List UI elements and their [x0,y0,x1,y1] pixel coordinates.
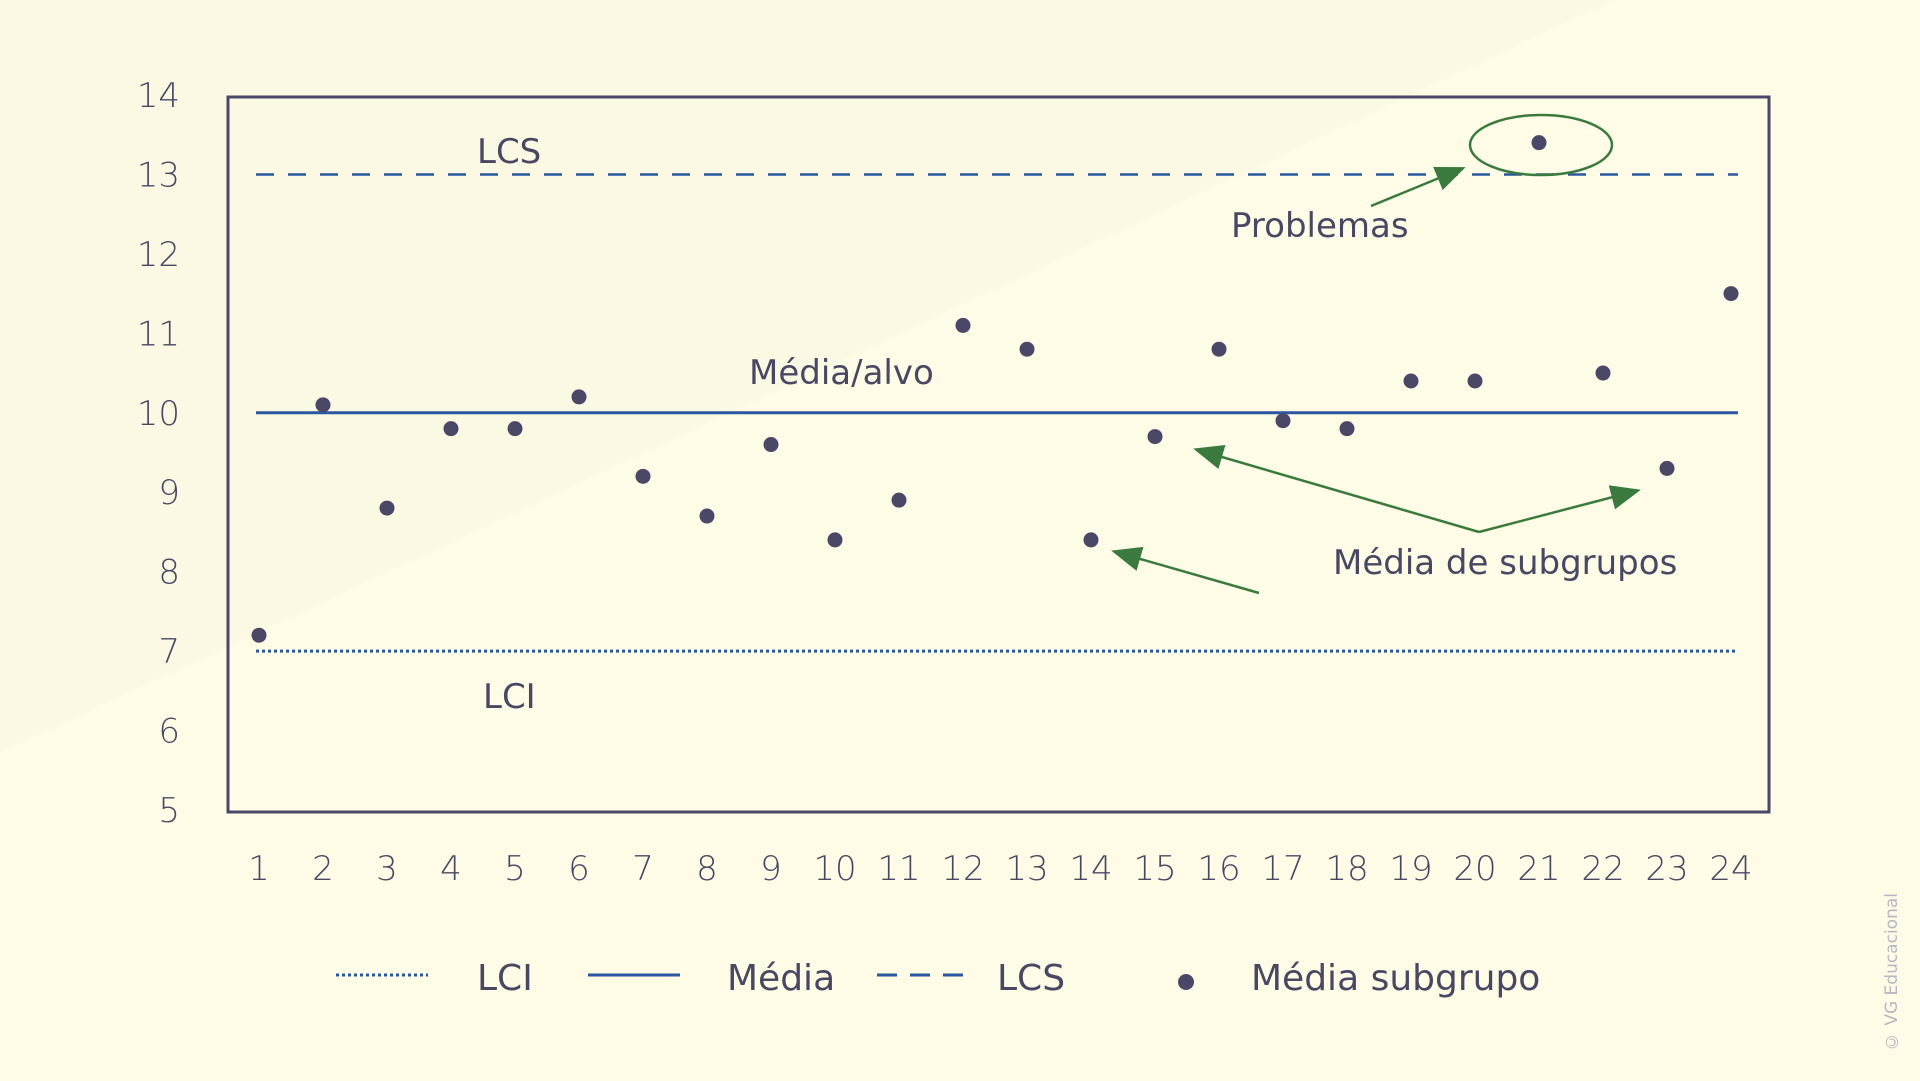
x-tick-label: 3 [376,849,398,889]
x-tick-label: 17 [1261,849,1304,889]
subgroups-arrow-right [1478,485,1641,534]
data-point [1595,365,1611,381]
y-tick-label: 14 [137,76,180,116]
data-point [699,508,715,524]
data-point [507,421,523,437]
data-point [1083,532,1099,548]
lci-label: LCI [483,677,536,717]
x-tick-label: 22 [1581,849,1624,889]
y-tick-label: 9 [158,473,180,513]
subgroups-arrow-lower [1111,546,1260,595]
data-point [571,389,587,405]
data-point [1403,373,1419,389]
x-tick-label: 12 [941,849,984,889]
x-tick-label: 8 [696,849,718,889]
data-point [1659,460,1675,476]
x-tick-label: 16 [1197,849,1240,889]
y-tick-label: 11 [137,314,180,354]
data-point [763,437,779,453]
y-tick-label: 7 [158,632,180,672]
data-point [827,532,843,548]
data-point [443,421,459,437]
x-tick-label: 14 [1069,849,1112,889]
plot-frame [226,95,1771,814]
legend-point-swatch [1178,974,1194,990]
x-tick-label: 15 [1133,849,1176,889]
x-tick-label: 20 [1453,849,1496,889]
subgroups-arrow-left [1193,445,1480,534]
lcs-label: LCS [477,132,541,172]
x-tick-label: 13 [1005,849,1048,889]
data-point [1467,373,1483,389]
data-point [1019,341,1035,357]
x-tick-label: 2 [312,849,334,889]
x-tick-label: 6 [568,849,590,889]
y-tick-label: 10 [137,394,180,434]
x-tick-label: 24 [1709,849,1752,889]
data-point [1275,413,1291,429]
x-tick-label: 1 [248,849,270,889]
data-point [1147,429,1163,445]
data-point [315,397,331,413]
x-tick-label: 11 [877,849,920,889]
x-tick-label: 9 [760,849,782,889]
y-tick-label: 8 [158,553,180,593]
data-point [635,468,651,484]
y-tick-label: 13 [137,155,180,195]
x-tick-label: 19 [1389,849,1432,889]
data-point [1531,135,1547,151]
data-point [1723,286,1739,302]
x-tick-label: 18 [1325,849,1368,889]
x-tick-label: 23 [1645,849,1688,889]
x-tick-label: 7 [632,849,654,889]
credit-text: © VG Educacional [1882,892,1902,1051]
y-tick-label: 5 [158,791,180,831]
problem-highlight-ellipse [1468,113,1614,177]
problems-arrow [1370,166,1466,208]
data-point [891,492,907,508]
legend-lcs-label: LCS [997,958,1065,999]
data-point [251,627,267,643]
legend: LCI Média LCS Média subgrupo [336,958,1540,999]
subgroups-label: Média de subgrupos [1333,543,1677,583]
mean-label: Média/alvo [749,353,934,393]
x-tick-label: 21 [1517,849,1560,889]
legend-mean-label: Média [727,958,835,999]
data-point [1339,421,1355,437]
y-tick-label: 12 [137,235,180,275]
x-tick-label: 10 [813,849,856,889]
legend-lci-label: LCI [477,958,533,999]
x-tick-label: 4 [440,849,462,889]
problems-label: Problemas [1231,206,1409,246]
data-point [955,317,971,333]
legend-point-label: Média subgrupo [1251,958,1540,999]
x-tick-label: 5 [504,849,526,889]
y-tick-label: 6 [158,712,180,752]
data-point [379,500,395,516]
data-point [1211,341,1227,357]
